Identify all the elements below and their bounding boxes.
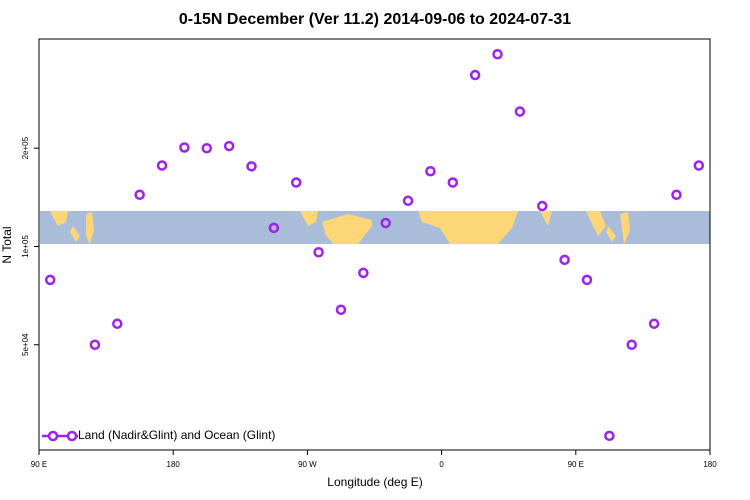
y-tick-label: 5e+04 bbox=[21, 333, 30, 356]
point bbox=[447, 177, 459, 188]
legend-marker bbox=[66, 430, 78, 442]
point bbox=[335, 304, 347, 315]
legend-label: Land (Nadir&Glint) and Ocean (Glint) bbox=[78, 428, 275, 442]
point bbox=[425, 165, 436, 177]
point bbox=[246, 161, 257, 172]
point bbox=[626, 339, 637, 350]
x-tick-label: 90 E bbox=[31, 460, 47, 469]
point bbox=[179, 142, 190, 153]
x-tick-label: 180 bbox=[167, 460, 181, 469]
x-tick-label: 0 bbox=[439, 460, 444, 469]
point bbox=[514, 106, 526, 117]
point bbox=[134, 189, 145, 201]
map-strip bbox=[40, 211, 710, 244]
x-tick-label: 90 E bbox=[568, 460, 584, 469]
x-tick-label: 180 bbox=[703, 460, 717, 469]
point bbox=[89, 339, 101, 350]
ocean-band bbox=[40, 211, 710, 244]
point bbox=[537, 200, 548, 212]
legend-marker bbox=[47, 430, 59, 442]
point bbox=[313, 247, 324, 258]
y-tick-label: 2e+05 bbox=[21, 136, 30, 159]
point bbox=[559, 254, 570, 266]
point bbox=[671, 189, 682, 201]
point bbox=[290, 177, 302, 188]
plot-frame bbox=[38, 38, 711, 451]
point bbox=[492, 48, 503, 60]
y-axis-label: N Total bbox=[0, 226, 14, 263]
point bbox=[648, 318, 660, 329]
x-axis-label: Longitude (deg E) bbox=[327, 475, 422, 489]
point bbox=[693, 160, 705, 171]
point bbox=[402, 195, 414, 207]
land bbox=[50, 211, 630, 244]
x-tick-label: 90 W bbox=[298, 460, 317, 469]
point bbox=[201, 142, 212, 154]
point bbox=[358, 267, 369, 279]
point bbox=[112, 318, 123, 329]
point bbox=[268, 222, 280, 234]
point bbox=[380, 217, 391, 229]
point bbox=[223, 140, 235, 152]
point bbox=[469, 69, 481, 81]
point bbox=[604, 430, 615, 442]
point bbox=[581, 274, 593, 286]
point bbox=[44, 274, 56, 286]
point bbox=[156, 160, 168, 171]
chart-title: 0-15N December (Ver 11.2) 2014-09-06 to … bbox=[179, 11, 571, 28]
y-tick-label: 1e+05 bbox=[21, 235, 30, 258]
